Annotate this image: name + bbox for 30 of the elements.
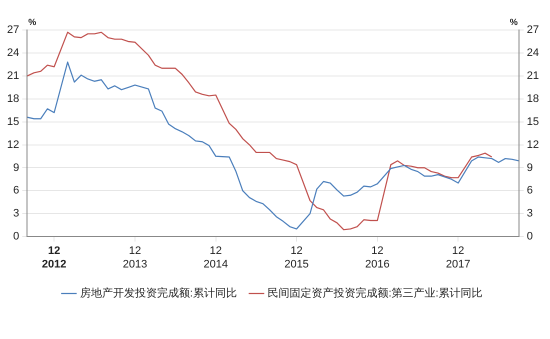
y2-tick-label: 3 (526, 208, 533, 220)
y2-tick-label: 12 (526, 138, 540, 151)
y-axis-title: % (28, 16, 36, 27)
x-tick-label: 12 2016 (365, 245, 390, 270)
y-tick-label: 12 (6, 138, 20, 151)
y2-tick-label: 0 (526, 230, 533, 243)
y-tick-label: 18 (6, 92, 20, 105)
y2-axis-title: % (510, 16, 518, 27)
y-tick-label: 3 (13, 208, 20, 220)
y2-tick-label: 9 (526, 162, 533, 174)
legend-label: 民间固定资产投资完成额:第三产业:累计同比 (267, 286, 483, 300)
y-tick-label: 0 (13, 230, 20, 243)
y2-tick-label: 6 (526, 184, 533, 197)
x-tick-label: 12 2017 (446, 245, 470, 270)
y2-tick-label: 18 (526, 92, 540, 105)
y2-tick-label: 24 (526, 46, 540, 59)
y-tick-label: 24 (6, 46, 20, 59)
y-tick-label: 6 (13, 184, 20, 197)
y-tick-label: 21 (6, 70, 20, 82)
x-tick-label: 12 2015 (284, 245, 309, 270)
x-tick-label: 12 2013 (122, 245, 148, 270)
x-tick-label: 12 2012 (42, 245, 66, 270)
y2-tick-label: 15 (526, 116, 540, 128)
y2-tick-label: 21 (526, 70, 540, 82)
y-tick-label: 27 (6, 24, 20, 36)
x-tick-label: 12 2014 (204, 245, 228, 270)
legend-label: 房地产开发投资完成额:累计同比 (80, 286, 237, 300)
y-tick-label: 15 (6, 116, 20, 128)
y-tick-label: 9 (13, 162, 20, 174)
y2-tick-label: 27 (526, 24, 540, 36)
